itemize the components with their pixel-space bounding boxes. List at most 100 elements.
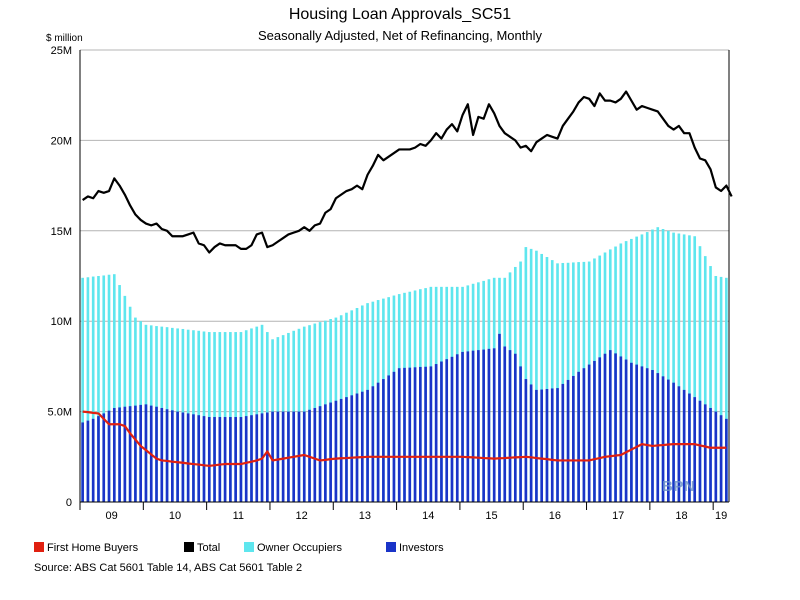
source-note: Source: ABS Cat 5601 Table 14, ABS Cat 5… [34,562,303,574]
legend-swatch-total [184,542,194,552]
investors-bar [619,356,623,502]
investors-bar [429,366,433,502]
investors-bar [181,412,185,502]
investors-bar [255,414,259,502]
owner-occupiers-bar [714,276,718,502]
investors-bar [719,415,723,502]
investors-bar [186,413,190,502]
investors-bar [223,417,227,502]
investors-bar [535,389,538,502]
owner-occupiers-bar [556,263,559,502]
owner-occupiers-bar [123,295,127,502]
investors-bar [519,366,522,502]
investors-bar [455,354,459,502]
investors-bar [624,359,628,502]
investors-bar [97,416,100,502]
investors-bar [387,375,390,502]
investors-bar [160,407,164,502]
legend-label-first-home-buyers: First Home Buyers [47,542,139,554]
investors-bar [171,410,174,502]
x-tick-label: 10 [169,510,181,522]
investors-bar [672,382,675,502]
investors-bar [698,400,702,502]
owner-occupiers-bar [112,274,116,502]
owner-occupiers-bar [81,277,84,502]
owner-occupiers-bar [102,275,106,502]
legend-label-total: Total [197,542,221,554]
investors-bar [577,371,580,502]
y-tick-label: 25M [51,45,72,57]
investors-bar [608,350,612,502]
investors-bar [360,391,364,502]
investors-bar [466,351,470,502]
investors-bar [593,360,596,502]
investors-bar [487,348,491,502]
owner-occupiers-bar [682,234,686,502]
investors-bar [202,416,206,502]
owner-occupiers-bar [550,260,554,502]
investors-bar [102,413,106,502]
y-tick-label: 0 [66,497,72,509]
owner-occupiers-bar [545,257,549,502]
investors-bar [139,404,142,502]
investors-bar [165,409,169,502]
legend-item-owner-occupiers: Owner Occupiers [244,542,342,554]
owner-occupiers-bar [535,250,538,502]
investors-bar [693,397,697,502]
investors-bar [239,417,243,502]
investors-bar [434,364,438,502]
owner-occupiers-bar [698,246,702,502]
investors-bar [703,404,707,502]
investors-bar [276,411,280,502]
first-home-buyers-line [82,410,727,467]
owner-occupiers-bar [540,253,544,502]
investors-bar [244,416,248,502]
investors-bar [566,379,570,502]
investors-bar [688,393,691,502]
total-line [82,90,733,254]
investors-bar [561,383,565,502]
owner-occupiers-bar [725,277,728,502]
investors-bar [371,386,375,502]
investors-bar [630,362,633,502]
investors-bar [176,411,179,502]
investors-bar [656,373,660,502]
investors-bar [350,395,354,502]
x-tick-label: 15 [485,510,497,522]
x-tick-label: 12 [295,510,307,522]
investors-bar [345,397,348,502]
legend-item-total: Total [184,542,220,554]
investors-bar [302,411,306,502]
investors-bar [123,406,127,502]
investors-bar [603,353,607,502]
y-tick-label: 5.0M [48,407,72,419]
y-tick-label: 10M [51,316,72,328]
owner-occupiers-bar [709,266,712,502]
investors-bar [440,361,443,502]
investors-bar [339,398,343,502]
investors-bar [635,364,638,502]
investors-bar [471,350,475,502]
owner-occupiers-bar [561,262,565,502]
investors-bar [461,351,464,502]
owner-occupiers-bar [719,276,723,502]
investors-bar [192,414,195,502]
chart-subtitle: Seasonally Adjusted, Net of Refinancing,… [257,28,542,43]
investors-bar [582,368,586,502]
x-tick-label: 19 [715,510,727,522]
y-tick-label: 20M [51,135,72,147]
legend-label-owner-occupiers: Owner Occupiers [257,542,342,554]
y-tick-label: 15M [51,226,72,238]
owner-occupiers-bar [672,232,675,502]
investors-bar [529,384,533,502]
investors-bar [355,393,359,502]
investors-bar [271,411,274,502]
investors-bar [155,406,158,502]
investors-bar [197,415,201,502]
investors-bar [128,406,132,502]
investors-bar [503,346,507,502]
investors-bar [545,389,549,502]
legend-item-investors: Investors [386,542,444,554]
owner-occupiers-bar [656,227,660,502]
investors-bar [524,379,528,502]
